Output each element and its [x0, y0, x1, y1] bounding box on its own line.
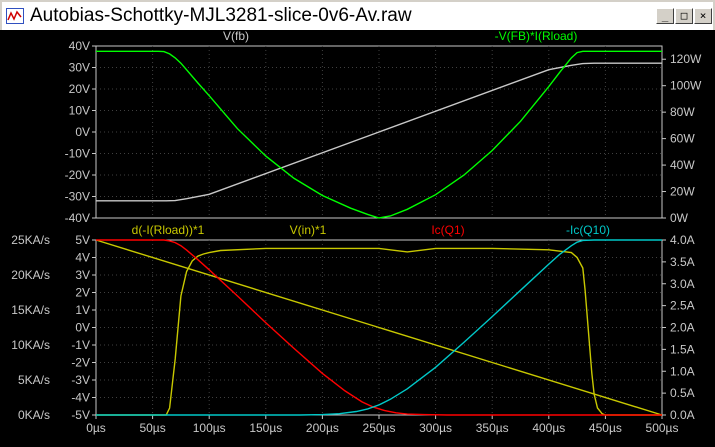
left-axis-tick-label: 40V — [69, 39, 90, 53]
legend-label-ic-q1: Ic(Q1) — [431, 223, 464, 237]
right-axis-tick-label: 3.0A — [670, 277, 695, 291]
right-axis-tick-label: 20W — [670, 185, 695, 199]
outer-left-axis-tick-label: 20KA/s — [11, 268, 50, 282]
left-axis-tick-label: -20V — [65, 168, 90, 182]
left-axis-tick-label: 0V — [75, 125, 90, 139]
inner-left-axis-tick-label: -1V — [71, 338, 90, 352]
x-axis-tick-label: 250µs — [363, 421, 396, 435]
waveform-app-icon — [6, 8, 24, 24]
legend-label-ic-q10: -Ic(Q10) — [566, 223, 610, 237]
left-axis-tick-label: -40V — [65, 211, 90, 225]
trace--v-fb-i-rload-[interactable] — [96, 50, 662, 219]
x-axis-tick-label: 150µs — [249, 421, 282, 435]
inner-left-axis-tick-label: 2V — [75, 286, 90, 300]
inner-left-axis-tick-label: -2V — [71, 356, 90, 370]
inner-left-axis-tick-label: 1V — [75, 303, 90, 317]
inner-left-axis-tick-label: 4V — [75, 251, 90, 265]
left-axis-tick-label: 30V — [69, 61, 90, 75]
x-axis-tick-label: 50µs — [139, 421, 165, 435]
right-axis-tick-label: 2.5A — [670, 299, 695, 313]
trace-d-i-rload-1[interactable] — [96, 247, 662, 416]
inner-left-axis-tick-label: 3V — [75, 268, 90, 282]
x-axis-tick-label: 100µs — [193, 421, 226, 435]
inner-left-axis-tick-label: -4V — [71, 391, 90, 405]
right-axis-tick-label: 1.0A — [670, 364, 695, 378]
trace-v-in-1[interactable] — [95, 239, 663, 416]
left-axis-tick-label: -30V — [65, 190, 90, 204]
outer-left-axis-tick-label: 25KA/s — [11, 233, 50, 247]
right-axis-tick-label: 4.0A — [670, 233, 695, 247]
maximize-button[interactable]: □ — [675, 8, 693, 24]
right-axis-tick-label: 3.5A — [670, 255, 695, 269]
window-title: Autobias-Schottky-MJL3281-slice-0v6-Av.r… — [30, 5, 412, 26]
outer-left-axis-tick-label: 0KA/s — [18, 408, 50, 422]
trace--ic-q10-[interactable] — [96, 239, 662, 416]
right-axis-tick-label: 0.5A — [670, 386, 695, 400]
right-axis-tick-label: 1.5A — [670, 342, 695, 356]
left-axis-tick-label: 20V — [69, 82, 90, 96]
legend-label-vfb: V(fb) — [223, 30, 249, 43]
minimize-button[interactable]: _ — [656, 8, 674, 24]
legend-label-vin: V(in)*1 — [290, 223, 327, 237]
inner-left-axis-tick-label: -3V — [71, 373, 90, 387]
right-axis-tick-label: 60W — [670, 132, 695, 146]
right-axis-tick-label: 120W — [670, 52, 702, 66]
right-axis-tick-label: 0W — [670, 211, 689, 225]
outer-left-axis-tick-label: 15KA/s — [11, 303, 50, 317]
waveform-plot[interactable]: 40V 30V 20V 10V 0V -10V -20V -30V -40V 120W 100W 80… — [0, 30, 715, 447]
legend-label-power: -V(FB)*I(Rload) — [495, 30, 578, 43]
right-axis-tick-label: 0.0A — [670, 408, 695, 422]
right-axis-tick-label: 100W — [670, 79, 702, 93]
x-axis-tick-label: 350µs — [476, 421, 509, 435]
right-axis-tick-label: 80W — [670, 105, 695, 119]
close-button[interactable]: × — [694, 8, 712, 24]
trace-v-fb-[interactable] — [96, 62, 662, 202]
title-bar[interactable]: Autobias-Schottky-MJL3281-slice-0v6-Av.r… — [2, 2, 713, 31]
x-axis-tick-label: 200µs — [306, 421, 339, 435]
x-axis-tick-label: 450µs — [589, 421, 622, 435]
inner-left-axis-tick-label: 0V — [75, 321, 90, 335]
x-axis-tick-label: 500µs — [646, 421, 679, 435]
inner-left-axis-tick-label: 5V — [75, 233, 90, 247]
inner-left-axis-tick-label: -5V — [71, 408, 90, 422]
x-axis-tick-label: 0µs — [86, 421, 106, 435]
left-axis-tick-label: -10V — [65, 147, 90, 161]
trace-ic-q1-[interactable] — [96, 239, 662, 416]
outer-left-axis-tick-label: 5KA/s — [18, 373, 50, 387]
left-axis-tick-label: 10V — [69, 104, 90, 118]
legend-label-didt: d(-I(Rload))*1 — [132, 223, 205, 237]
right-axis-tick-label: 40W — [670, 158, 695, 172]
waveform-plot-area[interactable]: 40V 30V 20V 10V 0V -10V -20V -30V -40V 120W 100W 80… — [0, 30, 715, 447]
x-axis-tick-label: 300µs — [419, 421, 452, 435]
right-axis-tick-label: 2.0A — [670, 321, 695, 335]
outer-left-axis-tick-label: 10KA/s — [11, 338, 50, 352]
x-axis-tick-label: 400µs — [532, 421, 565, 435]
